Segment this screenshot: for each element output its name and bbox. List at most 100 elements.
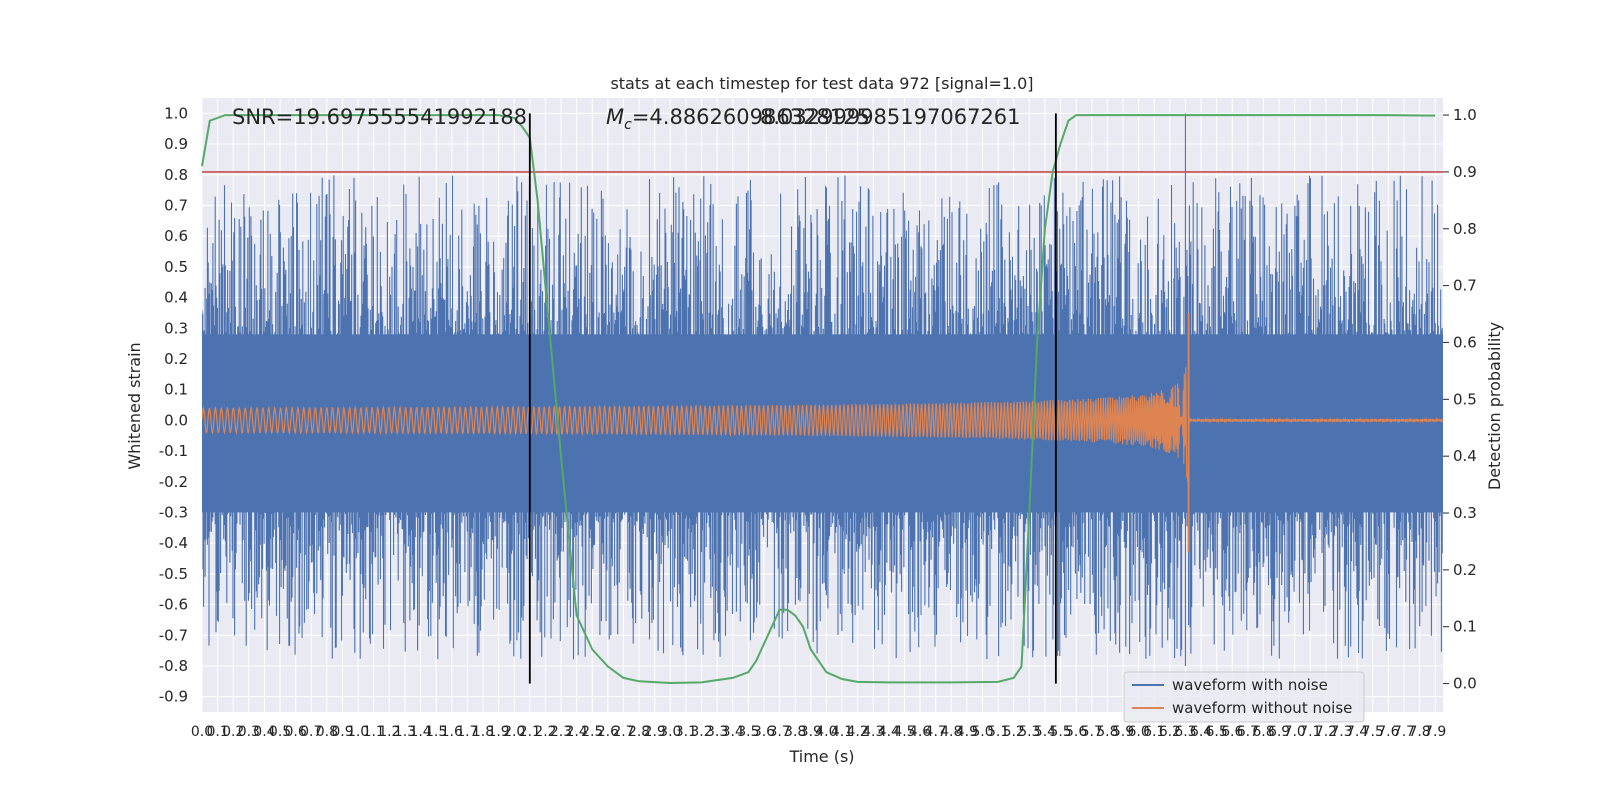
- x-tick-label: 2.7: [612, 724, 634, 740]
- x-tick-label: 4.1: [831, 724, 853, 740]
- y-tick-label: -0.3: [159, 503, 188, 521]
- x-tick-label: 4.0: [815, 724, 837, 740]
- y-axis-label: Whitened strain: [125, 342, 144, 469]
- x-tick-label: 6.3: [1174, 724, 1196, 740]
- y-tick-label: 0.8: [164, 166, 188, 184]
- x-tick-label: 2.4: [566, 724, 588, 740]
- chirp-mass-annotation: Mc=4.886260986328125: [606, 105, 870, 133]
- legend-label-clean: waveform without noise: [1172, 699, 1352, 717]
- x-tick-label: 2.5: [581, 724, 603, 740]
- x-tick-label: 0.7: [300, 724, 322, 740]
- x-tick-label: 2.1: [519, 724, 541, 740]
- x-tick-label: 5.8: [1096, 724, 1118, 740]
- x-tick-label: 6.7: [1237, 724, 1259, 740]
- y-tick-label: -0.4: [159, 534, 188, 552]
- x-tick-label: 5.0: [971, 724, 993, 740]
- x-tick-label: 5.7: [1081, 724, 1103, 740]
- y-tick-label: 0.7: [164, 196, 188, 214]
- x-axis-label: Time (s): [788, 747, 854, 766]
- chirp-mass-symbol: M: [606, 105, 624, 129]
- y2-axis-label: Detection probability: [1485, 322, 1504, 490]
- x-tick-label: 2.8: [628, 724, 650, 740]
- y2-tick-label: 0.7: [1453, 277, 1477, 295]
- y2-tick-label: 0.9: [1453, 163, 1477, 181]
- y-tick-label: 0.2: [164, 350, 188, 368]
- x-tick-label: 4.8: [940, 724, 962, 740]
- x-tick-label: 4.2: [846, 724, 868, 740]
- x-tick-label: 0.4: [253, 724, 275, 740]
- x-tick-label: 5.6: [1065, 724, 1087, 740]
- x-tick-label: 0.8: [316, 724, 338, 740]
- x-tick-label: 3.8: [784, 724, 806, 740]
- x-tick-label: 0.6: [285, 724, 307, 740]
- y-tick-label: -0.6: [159, 596, 188, 614]
- x-tick-label: 6.2: [1159, 724, 1181, 740]
- y2-tick-label: 0.8: [1453, 220, 1477, 238]
- y2-tick-label: 0.5: [1453, 390, 1477, 408]
- x-tick-label: 3.2: [690, 724, 712, 740]
- y-tick-label: 0.0: [164, 411, 188, 429]
- legend-label-noise: waveform with noise: [1172, 676, 1328, 694]
- x-tick-label: 4.4: [878, 724, 900, 740]
- y2-ticks: 1.0 0.9 0.8 0.7 0.6 0.5 0.4 0.3 0.2 0.1 0.0: [1443, 106, 1477, 693]
- x-tick-label: 4.9: [956, 724, 978, 740]
- x-tick-label: 2.0: [503, 724, 525, 740]
- x-tick-label: 7.3: [1330, 724, 1352, 740]
- y-tick-label: 0.1: [164, 381, 188, 399]
- x-tick-label: 2.9: [644, 724, 666, 740]
- x-tick-label: 5.4: [1034, 724, 1056, 740]
- y2-tick-label: 0.0: [1453, 675, 1477, 693]
- x-tick-label: 5.9: [1112, 724, 1134, 740]
- x-tick-label: 1.3: [394, 724, 416, 740]
- x-tick-label: 0.1: [206, 724, 228, 740]
- x-tick-label: 0.9: [331, 724, 353, 740]
- x-tick-label: 7.4: [1346, 724, 1368, 740]
- x-tick-label: 5.3: [1018, 724, 1040, 740]
- x-tick-label: 7.6: [1377, 724, 1399, 740]
- chirp-mass-value: =4.886260986328125: [632, 105, 870, 129]
- y-ticks: 1.0 0.9 0.8 0.7 0.6 0.5 0.4 0.3 0.2 0.1 0.0 -0.1 -0.…: [159, 104, 188, 705]
- x-tick-label: 3.3: [706, 724, 728, 740]
- x-tick-label: 6.9: [1268, 724, 1290, 740]
- x-tick-label: 7.8: [1408, 724, 1430, 740]
- y-tick-label: 0.5: [164, 258, 188, 276]
- y-tick-label: -0.7: [159, 626, 188, 644]
- y-tick-label: -0.5: [159, 565, 188, 583]
- x-tick-label: 0.0: [191, 724, 213, 740]
- x-tick-label: 0.2: [222, 724, 244, 740]
- x-tick-label: 1.5: [425, 724, 447, 740]
- x-tick-label: 1.9: [487, 724, 509, 740]
- overlay: [201, 113, 1443, 685]
- x-tick-label: 6.6: [1221, 724, 1243, 740]
- y2-tick-label: 0.4: [1453, 447, 1477, 465]
- x-tick-label: 4.3: [862, 724, 884, 740]
- y-tick-label: -0.8: [159, 657, 188, 675]
- x-tick-label: 4.6: [909, 724, 931, 740]
- x-tick-label: 1.4: [409, 724, 431, 740]
- y-tick-label: 0.4: [164, 289, 188, 307]
- plot-area: [202, 113, 1443, 666]
- x-tick-label: 3.9: [800, 724, 822, 740]
- x-tick-label: 3.4: [722, 724, 744, 740]
- x-tick-label: 4.7: [925, 724, 947, 740]
- x-tick-label: 3.1: [675, 724, 697, 740]
- y-tick-label: -0.2: [159, 473, 188, 491]
- y2-tick-label: 0.1: [1453, 618, 1477, 636]
- y-tick-label: -0.1: [159, 442, 188, 460]
- x-tick-label: 6.8: [1252, 724, 1274, 740]
- y-tick-label: 0.3: [164, 319, 188, 337]
- y2-tick-label: 0.2: [1453, 561, 1477, 579]
- x-tick-label: 7.0: [1284, 724, 1306, 740]
- x-tick-label: 6.1: [1143, 724, 1165, 740]
- x-tick-label: 7.2: [1315, 724, 1337, 740]
- x-tick-label: 7.7: [1393, 724, 1415, 740]
- x-tick-label: 3.5: [737, 724, 759, 740]
- x-tick-label: 2.6: [597, 724, 619, 740]
- chart-title: stats at each timestep for test data 972…: [610, 74, 1033, 93]
- detection-probability-line: [201, 114, 1436, 685]
- y-tick-label: 1.0: [164, 104, 188, 122]
- legend: waveform with noise waveform without noi…: [1123, 671, 1365, 723]
- y-tick-label: 0.6: [164, 227, 188, 245]
- overlap-annotation: 8.032999985197067261: [760, 105, 1021, 129]
- x-tick-label: 7.5: [1362, 724, 1384, 740]
